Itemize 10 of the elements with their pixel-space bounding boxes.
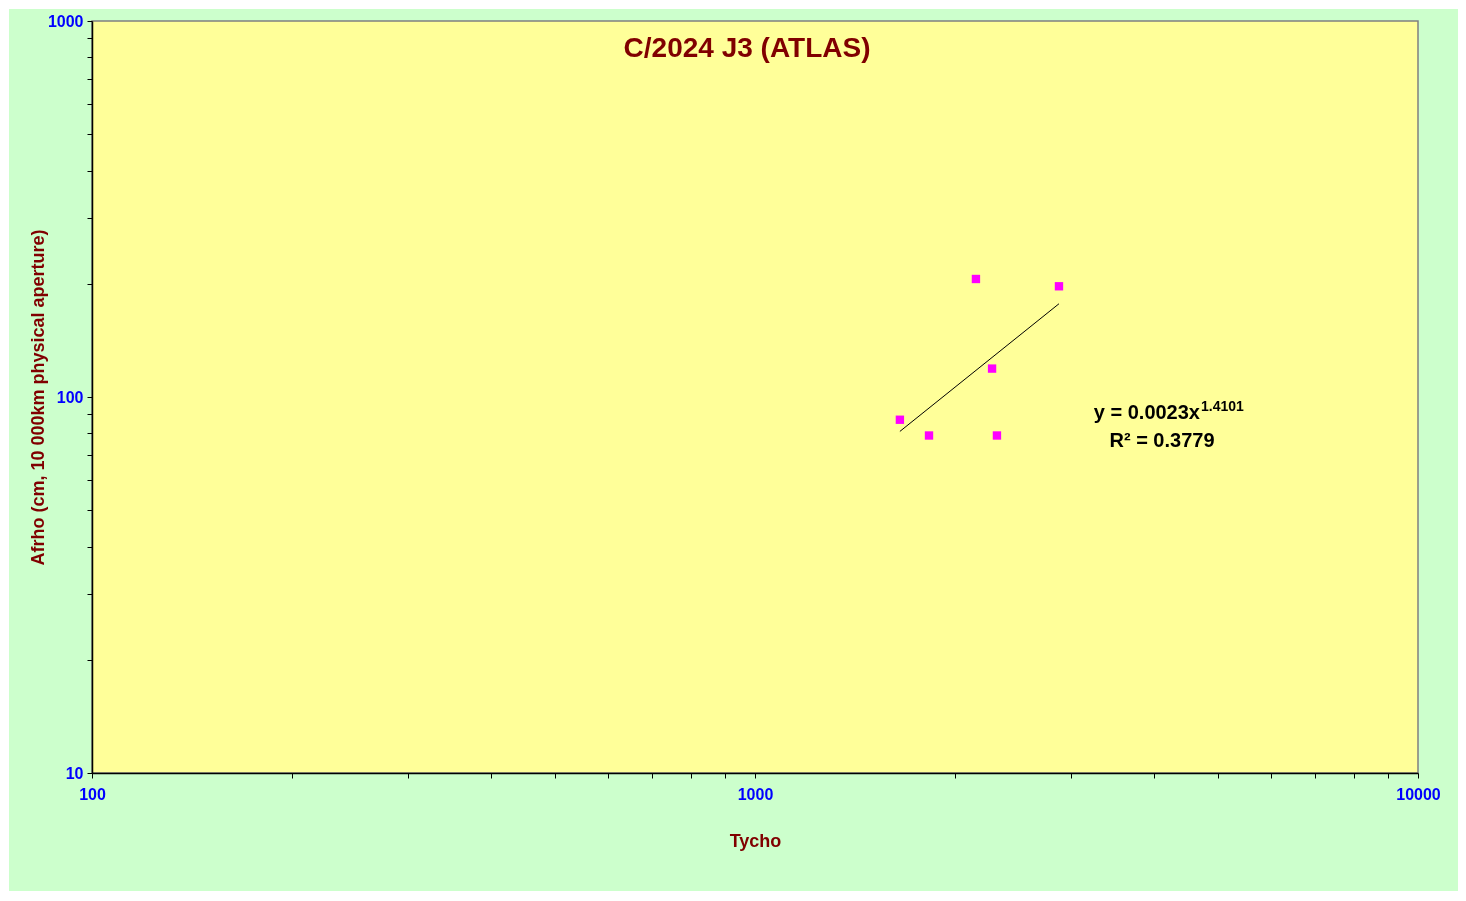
x-tick-label: 1000 (737, 785, 774, 803)
annotation: R² = 0.3779 (1109, 429, 1215, 451)
y-tick-label: 10 (65, 764, 84, 782)
chart-title: C/2024 J3 (ATLAS) (623, 32, 871, 63)
x-tick-label: 100 (79, 785, 106, 803)
x-tick-label: 10000 (1396, 785, 1441, 803)
y-axis-title: Afrho (cm, 10 000km physical aperture) (27, 229, 48, 566)
x-axis-title: Tycho (729, 830, 782, 851)
y-tick-label: 1000 (47, 12, 84, 30)
y-tick-label: 100 (56, 388, 84, 406)
